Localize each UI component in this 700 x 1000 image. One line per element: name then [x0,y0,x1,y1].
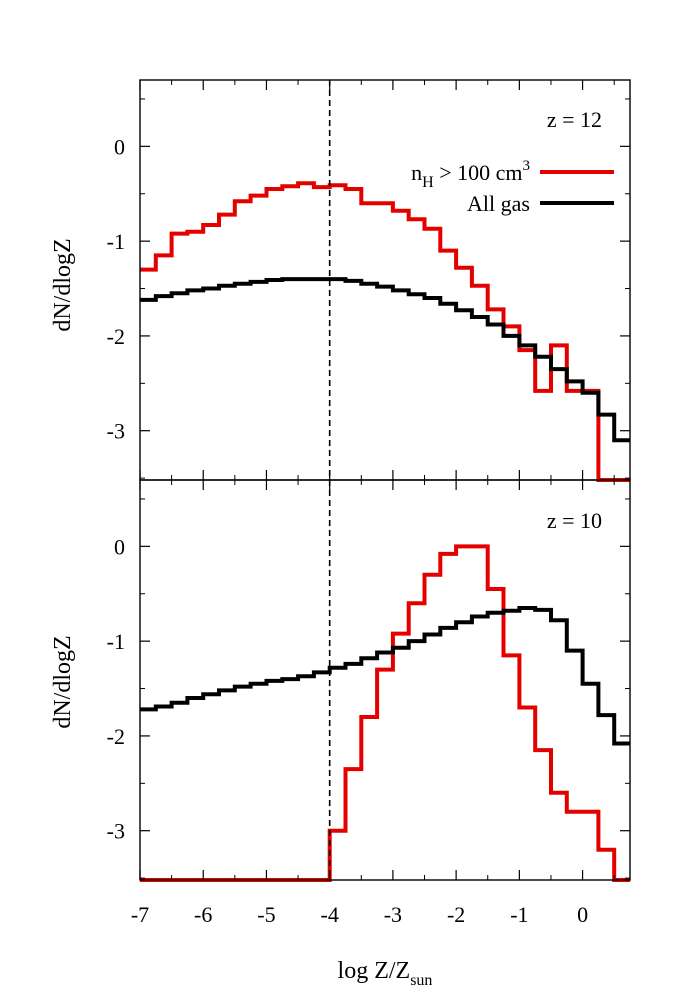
y-tick-label: -2 [107,724,125,749]
legend-black-label: All gas [467,191,530,216]
bottom-y-tick-labels: 0 -1 -2 -3 [107,534,125,843]
bot-series-dense-gas [140,544,630,882]
legend-red-label: nH > 100 cm3 [411,158,530,191]
x-tick-labels: -7 -6 -5 -4 -3 -2 -1 0 [131,902,588,927]
x-tick-label: -5 [257,902,275,927]
bot-series-all-gas [140,606,630,746]
bottom-series-group [140,544,630,882]
top-panel-label: z = 12 [547,107,602,132]
x-tick-label: -1 [510,902,528,927]
bottom-ticks [139,480,630,880]
top-series-all-gas [140,277,630,443]
top-plot-frame [139,79,631,481]
x-axis-title: log Z/Zsun [338,958,433,989]
y-tick-label: -1 [107,629,125,654]
bottom-panel-label: z = 10 [547,508,602,533]
x-tick-label: -2 [447,902,465,927]
panel-z12: 0 -1 -2 -3 z = 12 nH > 100 cm3 All gas [107,79,631,482]
y-tick-label: 0 [114,134,125,159]
top-y-axis-title: dN/dlogZ [50,238,76,331]
x-tick-label: -4 [321,902,339,927]
x-tick-label: -6 [194,902,212,927]
top-ticks [139,80,630,480]
y-tick-label: -3 [107,819,125,844]
top-series-group [140,181,630,482]
x-tick-label: -7 [131,902,149,927]
bottom-y-axis-title: dN/dlogZ [50,635,76,728]
panel-z10: 0 -1 -2 -3 -7 -6 -5 -4 -3 -2 -1 0 z = 10 [107,479,631,927]
y-tick-label: 0 [114,534,125,559]
x-tick-label: -3 [384,902,402,927]
legend: nH > 100 cm3 All gas [411,158,614,216]
bottom-plot-frame [139,479,631,881]
y-tick-label: -3 [107,419,125,444]
x-tick-label: 0 [577,902,588,927]
y-tick-label: -1 [107,229,125,254]
top-series-dense-gas [140,181,630,482]
y-tick-label: -2 [107,324,125,349]
top-y-tick-labels: 0 -1 -2 -3 [107,134,125,443]
